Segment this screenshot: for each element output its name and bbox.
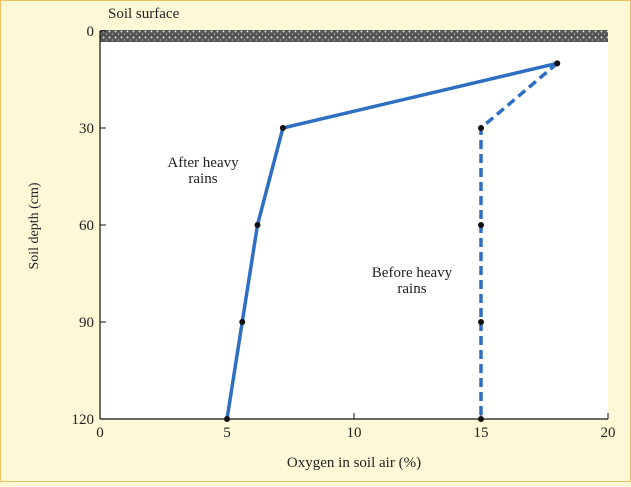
data-point bbox=[478, 319, 484, 325]
x-tick-label: 20 bbox=[601, 425, 616, 441]
x-tick-label: 15 bbox=[474, 425, 489, 441]
series-annotation: rains bbox=[397, 281, 426, 297]
plot-area bbox=[100, 31, 608, 419]
data-point bbox=[239, 319, 246, 325]
x-tick-label: 0 bbox=[96, 425, 104, 441]
data-point bbox=[224, 416, 230, 422]
y-tick-label: 90 bbox=[79, 315, 94, 331]
data-point bbox=[478, 222, 484, 228]
x-tick-label: 5 bbox=[223, 425, 231, 441]
data-point bbox=[254, 222, 261, 228]
surface-label: Soil surface bbox=[108, 6, 180, 22]
soil-band bbox=[100, 30, 608, 42]
data-point bbox=[554, 60, 561, 67]
data-point bbox=[478, 416, 484, 422]
series-annotation: After heavy bbox=[167, 155, 239, 171]
x-axis-label: Oxygen in soil air (%) bbox=[287, 455, 421, 471]
series-annotation: rains bbox=[188, 171, 217, 187]
x-tick-label: 10 bbox=[347, 425, 362, 441]
y-tick-label: 60 bbox=[79, 218, 94, 234]
series-annotation: Before heavy bbox=[372, 265, 453, 281]
data-point bbox=[478, 125, 484, 131]
data-point bbox=[279, 125, 286, 131]
y-tick-label: 30 bbox=[79, 121, 94, 137]
y-axis-label: Soil depth (cm) bbox=[27, 182, 42, 269]
y-tick-label: 120 bbox=[72, 412, 95, 428]
y-tick-label: 0 bbox=[87, 24, 95, 40]
